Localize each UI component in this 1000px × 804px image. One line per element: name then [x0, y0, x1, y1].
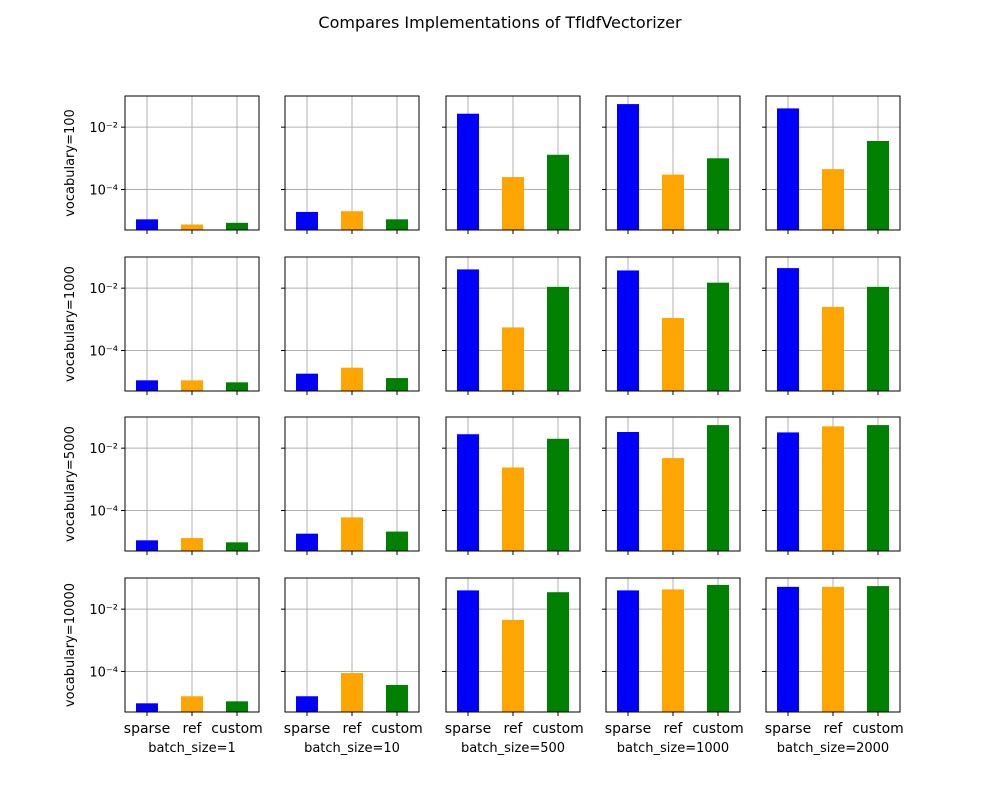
x-axis-label: batch_size=2000 — [777, 741, 889, 756]
y-tick-label: 10⁻² — [89, 282, 118, 297]
x-tick-label: sparse — [124, 721, 170, 737]
bar-ref — [341, 367, 363, 391]
x-tick-label: ref — [343, 721, 363, 737]
bar-custom — [226, 542, 248, 551]
bar-sparse — [777, 432, 799, 551]
x-axis-label: batch_size=10 — [304, 741, 400, 756]
bar-custom — [226, 701, 248, 712]
bar-sparse — [457, 434, 479, 551]
x-tick-label: ref — [504, 721, 524, 737]
x-tick-label: ref — [824, 721, 844, 737]
bar-ref — [181, 696, 203, 712]
bar-ref — [502, 177, 524, 230]
bar-custom — [547, 286, 569, 391]
bar-sparse — [296, 211, 318, 230]
bar-custom — [707, 584, 729, 712]
bar-sparse — [617, 104, 639, 230]
x-tick-label: custom — [852, 721, 904, 737]
bar-ref — [822, 586, 844, 712]
bar-custom — [386, 684, 408, 712]
bar-sparse — [777, 268, 799, 391]
x-tick-label: custom — [532, 721, 584, 737]
bar-custom — [867, 425, 889, 551]
x-axis-label: batch_size=1000 — [617, 741, 729, 756]
bar-ref — [181, 380, 203, 391]
bar-custom — [226, 222, 248, 230]
bar-custom — [707, 425, 729, 551]
y-axis-label: vocabulary=100 — [63, 109, 78, 217]
y-tick-label: 10⁻⁴ — [89, 183, 118, 198]
bar-ref — [502, 467, 524, 551]
bar-sparse — [296, 696, 318, 712]
bar-custom — [386, 219, 408, 230]
bar-custom — [867, 286, 889, 391]
bar-custom — [707, 282, 729, 391]
x-axis-label: batch_size=1 — [148, 741, 236, 756]
bar-custom — [547, 592, 569, 712]
bar-ref — [662, 458, 684, 551]
y-axis-label: vocabulary=10000 — [63, 583, 78, 707]
bar-custom — [867, 140, 889, 230]
bar-sparse — [777, 108, 799, 230]
bar-sparse — [617, 270, 639, 391]
bar-ref — [822, 306, 844, 391]
bar-sparse — [296, 373, 318, 391]
y-tick-label: 10⁻² — [89, 442, 118, 457]
x-tick-label: sparse — [445, 721, 491, 737]
bar-ref — [662, 174, 684, 230]
bar-ref — [341, 211, 363, 230]
bar-sparse — [136, 540, 158, 551]
y-axis-label: vocabulary=1000 — [63, 266, 78, 382]
x-tick-label: custom — [211, 721, 263, 737]
y-tick-label: 10⁻⁴ — [89, 504, 118, 519]
x-tick-label: sparse — [765, 721, 811, 737]
bar-sparse — [457, 269, 479, 391]
y-tick-label: 10⁻² — [89, 603, 118, 618]
bar-ref — [181, 224, 203, 230]
bar-ref — [502, 327, 524, 391]
bar-ref — [341, 673, 363, 712]
x-axis-label: batch_size=500 — [461, 741, 565, 756]
x-tick-label: ref — [664, 721, 684, 737]
bar-sparse — [777, 586, 799, 712]
bar-sparse — [617, 432, 639, 551]
bar-custom — [386, 531, 408, 551]
y-tick-label: 10⁻⁴ — [89, 665, 118, 680]
y-tick-label: 10⁻² — [89, 121, 118, 136]
bar-ref — [822, 426, 844, 551]
bar-sparse — [457, 113, 479, 230]
bar-sparse — [457, 590, 479, 712]
bar-sparse — [136, 380, 158, 391]
bar-custom — [226, 382, 248, 391]
bar-custom — [867, 586, 889, 712]
bar-custom — [547, 154, 569, 230]
x-tick-label: sparse — [605, 721, 651, 737]
bar-ref — [822, 169, 844, 230]
bar-ref — [181, 538, 203, 551]
x-tick-label: ref — [183, 721, 203, 737]
bar-custom — [386, 378, 408, 391]
x-tick-label: custom — [692, 721, 744, 737]
y-axis-label: vocabulary=5000 — [63, 426, 78, 542]
bar-sparse — [617, 590, 639, 712]
bar-ref — [502, 619, 524, 712]
x-tick-label: custom — [371, 721, 423, 737]
bar-sparse — [296, 533, 318, 551]
bar-sparse — [136, 219, 158, 230]
bar-ref — [341, 517, 363, 551]
bar-sparse — [136, 703, 158, 712]
bar-ref — [662, 589, 684, 712]
bar-custom — [707, 158, 729, 230]
figure-title: Compares Implementations of TfIdfVectori… — [318, 13, 682, 32]
bar-ref — [662, 318, 684, 391]
x-tick-label: sparse — [284, 721, 330, 737]
bar-custom — [547, 438, 569, 551]
y-tick-label: 10⁻⁴ — [89, 344, 118, 359]
